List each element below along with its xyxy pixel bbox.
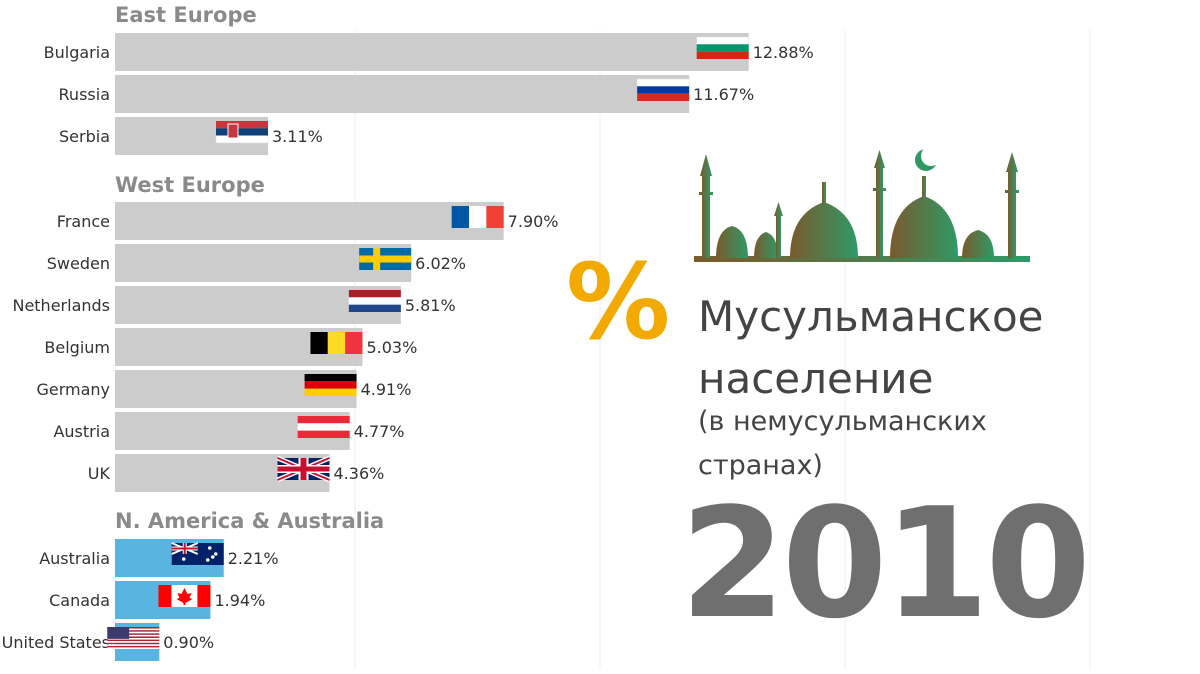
bar-row: Netherlands 5.81% [12, 286, 456, 324]
category-label: Sweden [47, 254, 110, 273]
serbia-flag-icon [215, 121, 269, 144]
category-label: Canada [49, 591, 110, 610]
bar-row: Canada 1.94% [49, 581, 265, 619]
title-line-1: Мусульманское [698, 292, 1044, 341]
category-label: Australia [39, 549, 110, 568]
data-label: 0.90% [163, 633, 214, 652]
uk-flag-icon [276, 455, 331, 483]
group-title: N. America & Australia [115, 509, 384, 533]
data-label: 5.03% [366, 338, 417, 357]
usa-flag-icon [107, 627, 160, 649]
germany-flag-icon [304, 374, 357, 396]
austria-flag-icon [297, 416, 350, 438]
bar-group: West Europe France 7.90% Sweden 6.02% Netherl… [12, 173, 559, 492]
netherlands-flag-icon [348, 290, 401, 312]
title-line-2: население [698, 354, 934, 403]
year-label: 2010 [680, 475, 1091, 652]
data-label: 11.67% [693, 85, 754, 104]
data-label: 5.81% [405, 296, 456, 315]
bar-row: Belgium 5.03% [44, 328, 417, 366]
mosque-skyline-icon [694, 146, 1030, 262]
bar-row: Germany 4.91% [36, 370, 411, 408]
category-label: Bulgaria [44, 43, 110, 62]
category-label: Russia [59, 85, 110, 104]
canada-flag-icon [158, 585, 211, 607]
category-label: Serbia [59, 127, 110, 146]
bulgaria-flag-icon [696, 36, 749, 59]
bar-row: UK 4.36% [88, 454, 385, 492]
data-label: 4.91% [361, 380, 412, 399]
category-label: UK [88, 464, 111, 483]
group-title: West Europe [115, 173, 265, 197]
bar-group: East Europe Bulgaria 12.88% Russia 11.67% Ser… [44, 3, 814, 155]
data-label: 3.11% [272, 127, 323, 146]
data-label: 7.90% [508, 212, 559, 231]
bar-row: Austria 4.77% [53, 412, 405, 450]
france-flag-icon [451, 206, 504, 228]
data-label: 4.77% [354, 422, 405, 441]
bar [115, 33, 749, 71]
category-label: United States [2, 633, 110, 652]
bar [115, 75, 690, 113]
percent-sign: % [566, 241, 671, 363]
australia-flag-icon [171, 542, 224, 565]
data-label: 6.02% [415, 254, 466, 273]
bar-group: N. America & Australia Australia 2.21% Cana… [2, 509, 384, 661]
bar-row: Bulgaria 12.88% [44, 33, 814, 71]
category-label: Austria [53, 422, 110, 441]
subtitle-line-2: странах) [698, 450, 823, 481]
bar-row: Sweden 6.02% [47, 244, 466, 282]
data-label: 4.36% [334, 464, 385, 483]
bar-row: France 7.90% [57, 202, 559, 240]
category-label: Germany [36, 380, 110, 399]
data-label: 12.88% [753, 43, 814, 62]
bar-row: United States 0.90% [2, 623, 214, 661]
russia-flag-icon [636, 78, 690, 101]
bar-row: Russia 11.67% [59, 75, 754, 113]
category-label: Netherlands [12, 296, 110, 315]
category-label: France [57, 212, 110, 231]
sweden-flag-icon [359, 248, 412, 270]
category-label: Belgium [44, 338, 110, 357]
belgium-flag-icon [310, 332, 363, 354]
subtitle-line-1: (в немусульманских [698, 406, 987, 437]
bar [115, 202, 504, 240]
bar-row: Serbia 3.11% [59, 117, 323, 155]
data-label: 2.21% [228, 549, 279, 568]
bar-row: Australia 2.21% [39, 539, 279, 577]
group-title: East Europe [115, 3, 257, 27]
data-label: 1.94% [214, 591, 265, 610]
